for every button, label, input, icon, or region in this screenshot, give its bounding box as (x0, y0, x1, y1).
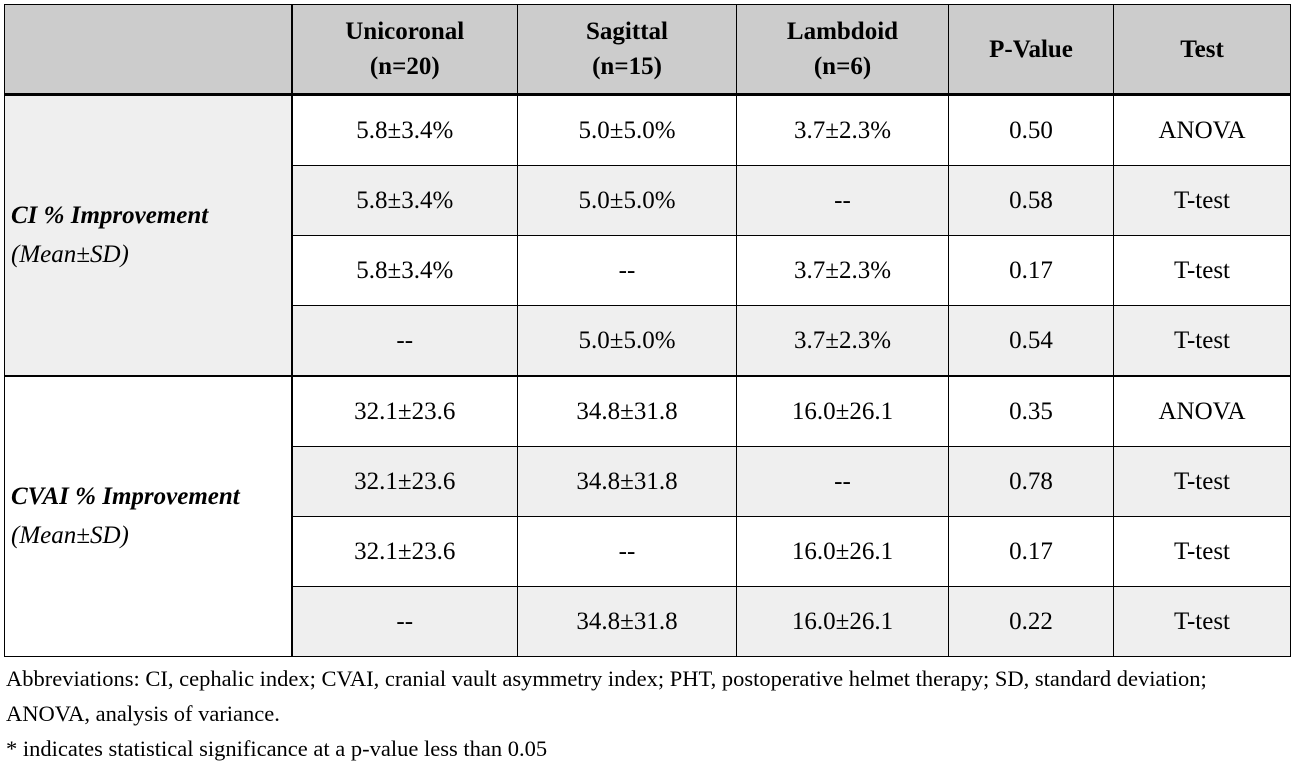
group-title: CVAI % Improvement (11, 482, 240, 510)
table-cell: 0.54 (948, 305, 1114, 377)
table-cell: 0.17 (948, 516, 1114, 587)
header-unicoronal: Unicoronal (n=20) (291, 4, 518, 96)
table-cell: -- (291, 305, 518, 377)
table-cell: 34.8±31.8 (517, 375, 737, 447)
table-cell: 5.0±5.0% (517, 305, 737, 377)
document: Unicoronal (n=20) Sagittal (n=15) Lambdo… (4, 4, 1291, 766)
table-cell: 16.0±26.1 (736, 375, 949, 447)
table-row: 5.8±3.4% 5.0±5.0% -- 0.58 T-test (5, 165, 1291, 236)
table-cell: 32.1±23.6 (291, 446, 518, 517)
table-cell: 0.78 (948, 446, 1114, 517)
table-cell: 0.17 (948, 235, 1114, 306)
table-cell: -- (736, 165, 949, 236)
table-cell: ANOVA (1113, 94, 1291, 166)
header-test: Test (1113, 4, 1291, 96)
table-cell: T-test (1113, 516, 1291, 587)
table-cell: 32.1±23.6 (291, 516, 518, 587)
table-cell: -- (291, 586, 518, 657)
table-header: Unicoronal (n=20) Sagittal (n=15) Lambdo… (4, 4, 1291, 96)
cvai-group: CVAI % Improvement (Mean±SD) 32.1±23.6 3… (4, 375, 1291, 657)
table-cell: 5.8±3.4% (291, 165, 518, 236)
significance-note: * indicates statistical significance at … (6, 736, 548, 761)
table-cell: T-test (1113, 586, 1291, 657)
table-row: CI % Improvement (Mean±SD) 5.8±3.4% 5.0±… (4, 94, 1291, 377)
table-cell: -- (517, 235, 737, 306)
group-title: CI % Improvement (11, 201, 209, 229)
table-cell: 5.0±5.0% (517, 165, 737, 236)
header-lambdoid: Lambdoid (n=6) (736, 4, 949, 96)
table-cell: 0.50 (948, 94, 1114, 166)
table-row: -- 34.8±31.8 16.0±26.1 0.22 T-test (5, 586, 1291, 657)
group-subtitle: (Mean±SD) (11, 521, 129, 549)
table-cell: -- (736, 446, 949, 517)
table-cell: 5.8±3.4% (291, 235, 518, 306)
table-cell: 0.22 (948, 586, 1114, 657)
results-table: Unicoronal (n=20) Sagittal (n=15) Lambdo… (4, 4, 1291, 657)
table-cell: ANOVA (1113, 375, 1291, 447)
table-row: -- 5.0±5.0% 3.7±2.3% 0.54 T-test (5, 305, 1291, 377)
ci-group-label: CI % Improvement (Mean±SD) (4, 94, 293, 377)
table-cell: 34.8±31.8 (517, 446, 737, 517)
table-cell: 5.0±5.0% (517, 94, 737, 166)
group-subtitle: (Mean±SD) (11, 240, 129, 268)
table-cell: 0.35 (948, 375, 1114, 447)
table-cell: 16.0±26.1 (736, 516, 949, 587)
abbreviations-note: Abbreviations: CI, cephalic index; CVAI,… (6, 666, 1207, 726)
table-cell: T-test (1113, 446, 1291, 517)
ci-group: CI % Improvement (Mean±SD) 5.8±3.4% 5.0±… (4, 94, 1291, 377)
table-cell: 34.8±31.8 (517, 586, 737, 657)
table-cell: -- (517, 516, 737, 587)
table-cell: 3.7±2.3% (736, 305, 949, 377)
table-cell: 32.1±23.6 (291, 375, 518, 447)
header-p-value: P-Value (948, 4, 1114, 96)
table-row: 5.8±3.4% -- 3.7±2.3% 0.17 T-test (5, 235, 1291, 306)
cvai-group-label: CVAI % Improvement (Mean±SD) (4, 375, 293, 657)
table-cell: T-test (1113, 235, 1291, 306)
table-cell: 3.7±2.3% (736, 94, 949, 166)
table-cell: 3.7±2.3% (736, 235, 949, 306)
table-cell: 5.8±3.4% (291, 94, 518, 166)
header-sagittal: Sagittal (n=15) (517, 4, 737, 96)
table-cell: T-test (1113, 305, 1291, 377)
table-row: CVAI % Improvement (Mean±SD) 32.1±23.6 3… (4, 375, 1291, 657)
table-row: 32.1±23.6 34.8±31.8 -- 0.78 T-test (5, 446, 1291, 517)
table-cell: T-test (1113, 165, 1291, 236)
table-cell: 0.58 (948, 165, 1114, 236)
table-footnote: Abbreviations: CI, cephalic index; CVAI,… (4, 661, 1290, 766)
table-cell: 16.0±26.1 (736, 586, 949, 657)
header-blank-cell (4, 4, 293, 96)
